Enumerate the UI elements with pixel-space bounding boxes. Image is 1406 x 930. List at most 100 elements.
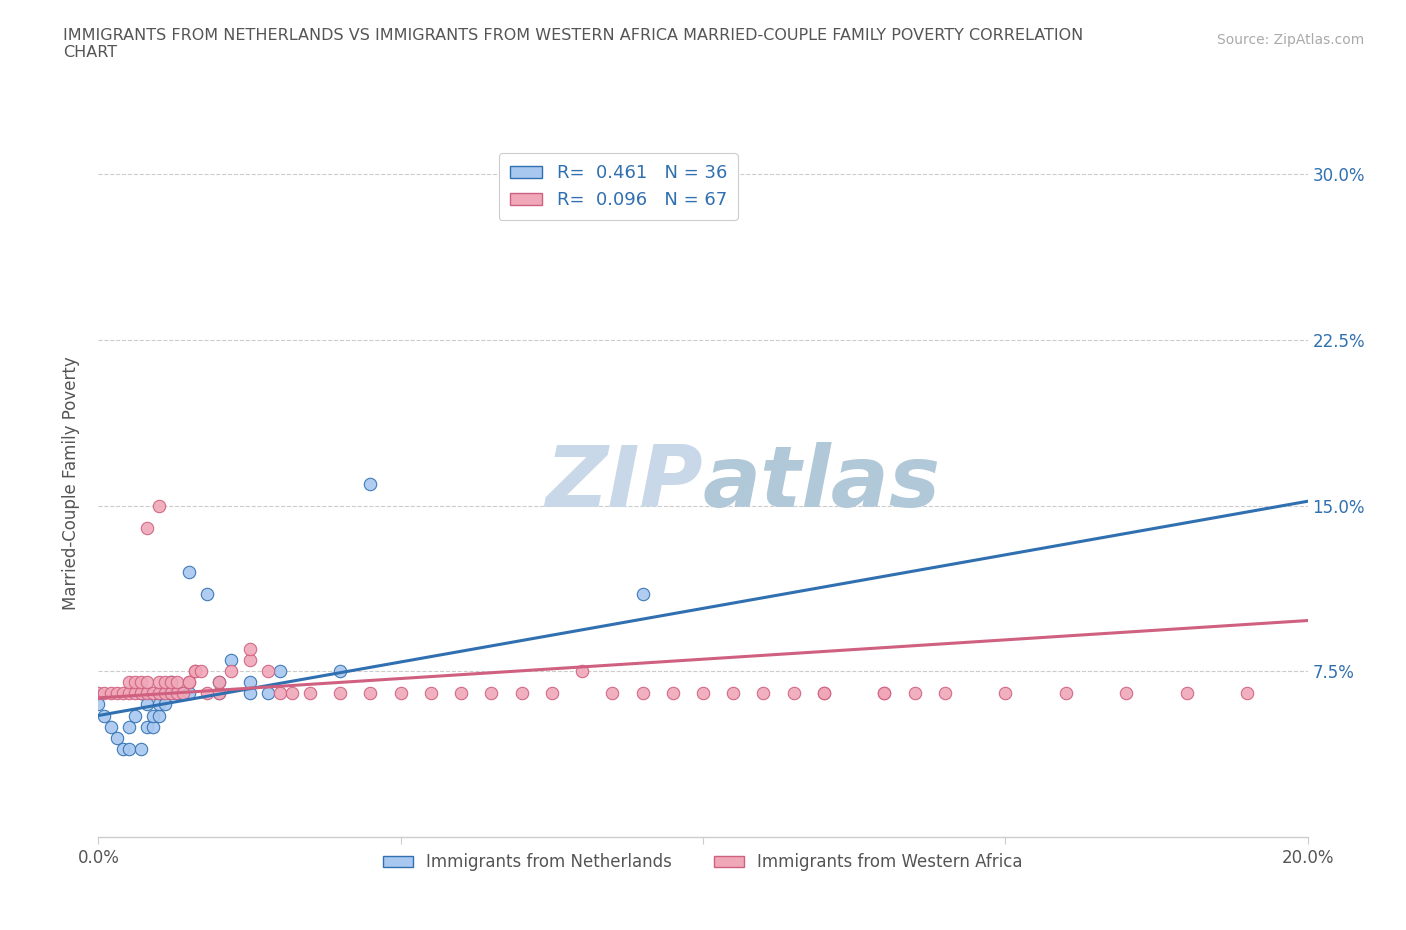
Point: [148, 498, 170, 513]
Point: [160, 686, 183, 701]
Point: [111, 741, 134, 756]
Point: [111, 686, 134, 701]
Point: [239, 653, 262, 668]
Text: Source: ZipAtlas.com: Source: ZipAtlas.com: [1216, 33, 1364, 46]
Point: [510, 686, 533, 701]
Point: [540, 686, 562, 701]
Point: [873, 686, 896, 701]
Point: [571, 664, 593, 679]
Y-axis label: Married-Couple Family Poverty: Married-Couple Family Poverty: [62, 357, 80, 610]
Point: [1236, 686, 1258, 701]
Point: [1054, 686, 1077, 701]
Point: [208, 675, 231, 690]
Point: [420, 686, 443, 701]
Point: [221, 664, 243, 679]
Point: [873, 686, 896, 701]
Point: [994, 686, 1017, 701]
Point: [934, 686, 956, 701]
Point: [195, 587, 218, 602]
Point: [360, 476, 382, 491]
Point: [142, 686, 165, 701]
Point: [87, 686, 110, 701]
Point: [208, 675, 231, 690]
Point: [93, 708, 115, 723]
Point: [153, 686, 176, 701]
Point: [135, 675, 157, 690]
Point: [166, 686, 188, 701]
Point: [100, 719, 122, 734]
Point: [631, 686, 654, 701]
Point: [124, 686, 146, 701]
Point: [172, 686, 194, 701]
Point: [190, 664, 212, 679]
Point: [269, 664, 291, 679]
Point: [299, 686, 322, 701]
Point: [281, 686, 304, 701]
Point: [1175, 686, 1198, 701]
Point: [239, 675, 262, 690]
Point: [153, 675, 176, 690]
Point: [904, 686, 927, 701]
Point: [129, 741, 152, 756]
Point: [135, 686, 157, 701]
Point: [269, 686, 291, 701]
Point: [184, 664, 207, 679]
Point: [813, 686, 835, 701]
Point: [118, 675, 141, 690]
Point: [118, 686, 141, 701]
Point: [142, 719, 165, 734]
Point: [723, 686, 745, 701]
Point: [360, 686, 382, 701]
Legend: Immigrants from Netherlands, Immigrants from Western Africa: Immigrants from Netherlands, Immigrants …: [377, 847, 1029, 878]
Point: [160, 686, 183, 701]
Point: [631, 587, 654, 602]
Text: ZIP: ZIP: [546, 442, 703, 525]
Point: [329, 686, 352, 701]
Point: [692, 686, 714, 701]
Point: [783, 686, 806, 701]
Point: [148, 686, 170, 701]
Point: [129, 686, 152, 701]
Point: [172, 686, 194, 701]
Point: [105, 730, 128, 745]
Point: [87, 698, 110, 712]
Point: [179, 686, 201, 701]
Point: [135, 698, 157, 712]
Point: [153, 698, 176, 712]
Point: [153, 686, 176, 701]
Point: [100, 686, 122, 701]
Point: [661, 686, 683, 701]
Point: [124, 675, 146, 690]
Point: [148, 698, 170, 712]
Point: [389, 686, 412, 701]
Point: [195, 686, 218, 701]
Point: [166, 675, 188, 690]
Point: [256, 664, 278, 679]
Point: [160, 675, 183, 690]
Point: [752, 686, 775, 701]
Point: [179, 565, 201, 579]
Point: [148, 675, 170, 690]
Point: [602, 686, 624, 701]
Point: [450, 686, 472, 701]
Point: [184, 664, 207, 679]
Text: atlas: atlas: [703, 442, 941, 525]
Point: [129, 686, 152, 701]
Point: [221, 653, 243, 668]
Point: [118, 719, 141, 734]
Point: [142, 708, 165, 723]
Point: [160, 675, 183, 690]
Point: [118, 741, 141, 756]
Point: [129, 675, 152, 690]
Point: [329, 664, 352, 679]
Point: [1115, 686, 1137, 701]
Point: [208, 686, 231, 701]
Point: [105, 686, 128, 701]
Point: [148, 708, 170, 723]
Point: [239, 686, 262, 701]
Point: [256, 686, 278, 701]
Text: IMMIGRANTS FROM NETHERLANDS VS IMMIGRANTS FROM WESTERN AFRICA MARRIED-COUPLE FAM: IMMIGRANTS FROM NETHERLANDS VS IMMIGRANT…: [63, 28, 1084, 60]
Point: [239, 642, 262, 657]
Point: [166, 686, 188, 701]
Point: [124, 708, 146, 723]
